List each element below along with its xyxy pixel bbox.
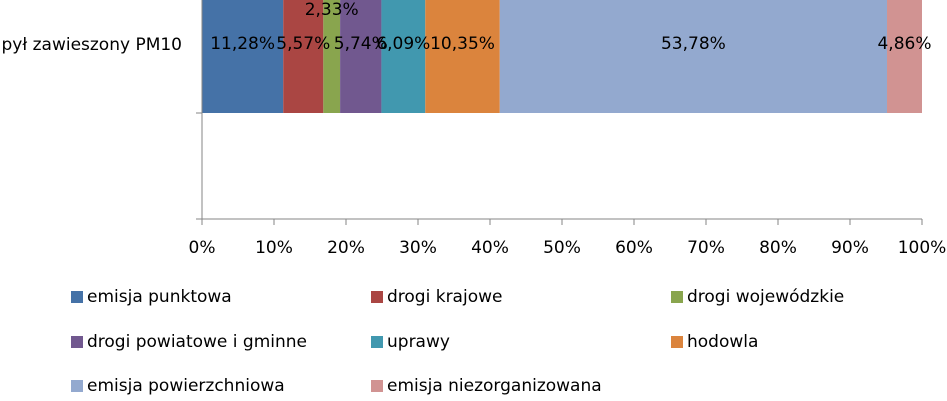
x-tick-label: 80% xyxy=(759,238,797,258)
legend-swatch xyxy=(371,291,383,303)
x-tick-label: 40% xyxy=(471,238,509,258)
data-label: 2,33% xyxy=(305,0,359,20)
category-label: pył zawieszony PM10 xyxy=(2,35,182,55)
axes-group: pył zawieszony PM10 xyxy=(2,0,922,220)
legend-swatch xyxy=(371,380,383,392)
legend-label: emisja powierzchniowa xyxy=(87,376,285,396)
legend-swatch xyxy=(71,291,83,303)
legend-label: drogi powiatowe i gminne xyxy=(87,332,307,352)
bar-segment xyxy=(425,0,500,113)
x-tick-label: 70% xyxy=(687,238,725,258)
legend-swatch xyxy=(671,336,683,348)
data-label: 6,09% xyxy=(376,34,430,54)
legend-label: uprawy xyxy=(387,332,450,352)
bar-segment xyxy=(323,0,341,113)
data-label: 5,74% xyxy=(334,34,388,54)
data-label: 10,35% xyxy=(430,34,495,54)
x-tick-label: 10% xyxy=(255,238,293,258)
data-label: 5,57% xyxy=(276,34,330,54)
bar-segment xyxy=(283,0,324,113)
legend-swatch xyxy=(71,380,83,392)
x-tick-label: 20% xyxy=(327,238,365,258)
legend-label: hodowla xyxy=(687,332,758,352)
legend-swatch xyxy=(71,336,83,348)
legend-label: emisja punktowa xyxy=(87,287,232,307)
legend-swatch xyxy=(671,291,683,303)
legend-label: drogi krajowe xyxy=(387,287,502,307)
bar-labels-group: 11,28% 5,57% 2,33% 5,74%6,09% 10,35% 53,78% 4,… xyxy=(210,0,931,54)
bars-group xyxy=(202,0,922,113)
legend-label: drogi wojewódzkie xyxy=(687,287,844,307)
x-tick-label: 50% xyxy=(543,238,581,258)
x-tick-label: 0% xyxy=(189,238,216,258)
x-tick-label: 60% xyxy=(615,238,653,258)
x-tick-label: 30% xyxy=(399,238,437,258)
x-ticks-group: 0% 10% 20% 30% 40% 50% 60% 70% 80% 90% 100% xyxy=(189,219,947,258)
legend-label: emisja niezorganizowana xyxy=(387,376,602,396)
bar-segment xyxy=(340,0,382,113)
legend: emisja punktowa drogi krajowe drogi wojewó… xyxy=(71,287,844,396)
legend-swatch xyxy=(371,336,383,348)
bar-segment xyxy=(381,0,426,113)
bar-segment xyxy=(499,0,888,113)
bar-segment xyxy=(887,0,922,113)
data-label: 11,28% xyxy=(210,34,275,54)
data-label: 4,86% xyxy=(877,34,931,54)
x-tick-label: 90% xyxy=(831,238,869,258)
x-tick-label: 100% xyxy=(898,238,947,258)
data-label: 53,78% xyxy=(661,34,726,54)
bar-segment xyxy=(202,0,284,113)
